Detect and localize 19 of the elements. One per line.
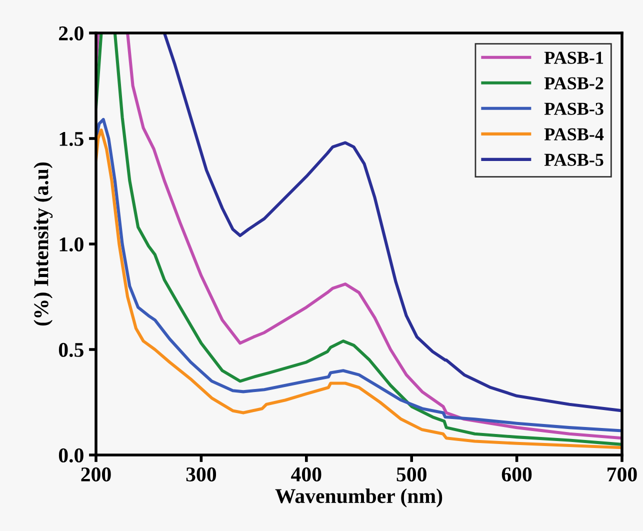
y-tick-label: 0.0 (58, 448, 84, 463)
legend-label: PASB-3 (544, 102, 604, 115)
x-axis-title: Wavenumber (nm) (275, 488, 442, 508)
x-tick-label: 600 (502, 467, 532, 482)
y-tick-label: 0.5 (58, 342, 84, 358)
legend-label: PASB-2 (544, 77, 604, 90)
legend-label: PASB-5 (544, 154, 604, 166)
x-tick-label: 400 (291, 467, 322, 482)
x-tick-label: 300 (186, 467, 216, 482)
y-tick-label: 1.5 (60, 132, 84, 146)
y-tick-label: 2.0 (59, 26, 84, 41)
x-tick-label: 200 (81, 467, 111, 482)
x-tick-label: 500 (396, 467, 426, 482)
line-series (162, 33, 622, 412)
y-tick-label: 1.0 (60, 237, 84, 252)
legend-label: PASB-1 (544, 52, 604, 64)
legend-label: PASB-4 (544, 128, 604, 140)
x-tick-label: 700 (608, 467, 637, 482)
y-axis-title: (%) Intensity (a.u) (34, 162, 53, 326)
